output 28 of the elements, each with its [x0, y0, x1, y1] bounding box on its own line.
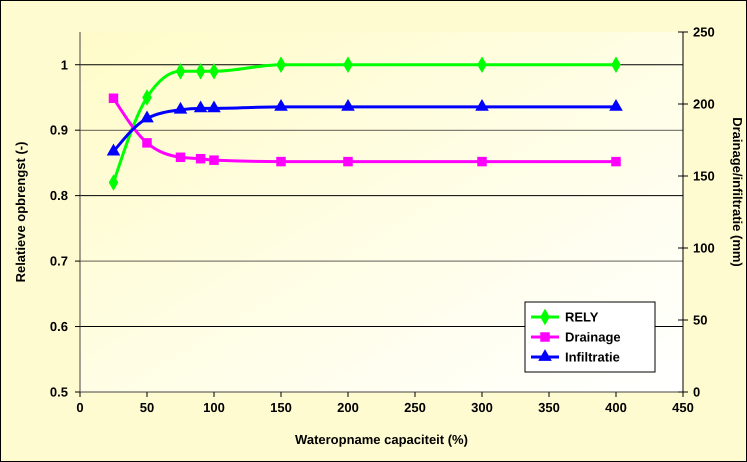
- x-tick-label: 150: [270, 400, 292, 415]
- x-tick-label: 300: [471, 400, 493, 415]
- x-tick-label: 200: [337, 400, 359, 415]
- y-tick-label: 0.5: [50, 384, 68, 400]
- x-tick-label: 400: [605, 400, 627, 415]
- y-axis-title: Relatieve opbrengst (-): [13, 142, 28, 282]
- y2-tick-label: 100: [693, 240, 715, 256]
- legend-label: RELY: [565, 310, 599, 325]
- x-tick-label: 100: [203, 400, 225, 415]
- y2-tick-label: 250: [693, 24, 715, 40]
- y-tick-label: 0.6: [50, 319, 68, 334]
- y2-axis-title: Drainage/infiltratie (mm): [730, 117, 745, 267]
- x-tick-label: 50: [140, 400, 154, 415]
- y-tick-label: 1: [60, 57, 68, 72]
- x-tick-label: 250: [404, 400, 426, 415]
- legend-label: Drainage: [565, 330, 621, 345]
- y-tick-label: 0.8: [50, 188, 68, 204]
- y2-tick-label: 50: [693, 312, 708, 328]
- y2-tick-label: 150: [693, 168, 715, 184]
- x-tick-label: 350: [538, 400, 560, 415]
- x-tick-label: 0: [76, 400, 84, 415]
- y2-tick-label: 0: [693, 384, 700, 400]
- y-tick-label: 0.7: [50, 254, 68, 269]
- y-tick-label: 0.9: [50, 122, 68, 138]
- x-tick-label: 450: [672, 400, 694, 415]
- y2-tick-label: 200: [693, 96, 715, 112]
- x-axis-title: Wateropname capaciteit (%): [295, 432, 468, 447]
- legend-label: Infiltratie: [565, 350, 620, 365]
